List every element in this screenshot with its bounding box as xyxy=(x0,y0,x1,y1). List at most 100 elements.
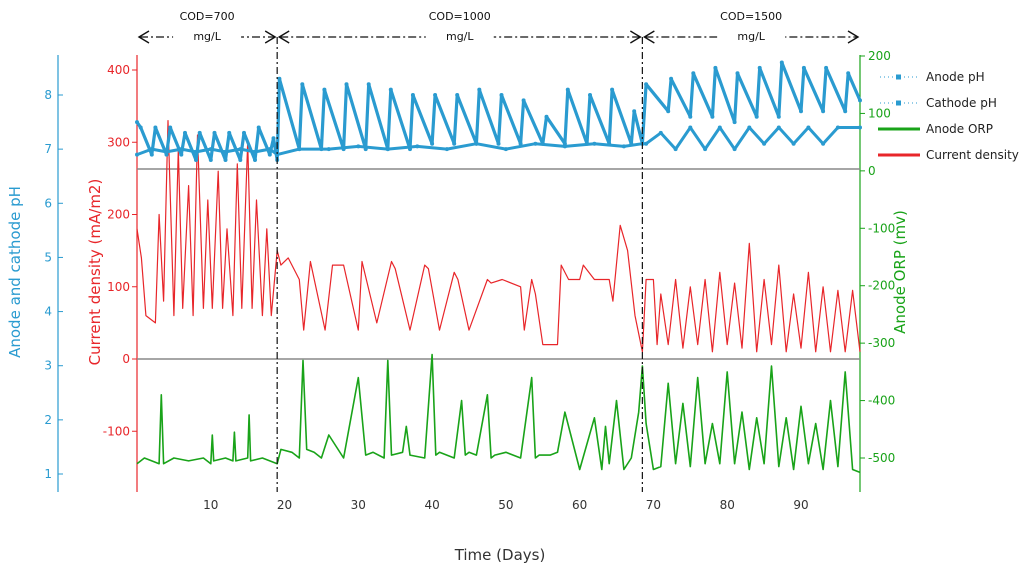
current-density-series xyxy=(136,119,861,353)
orp-axis-ticks: -500 -400 -300 -200 -100 0 100 200 xyxy=(860,49,895,465)
anode-ph-point xyxy=(297,147,302,152)
anode-ph-point xyxy=(824,65,829,70)
anode-ph-point xyxy=(858,98,862,103)
cathode-ph-point xyxy=(135,152,139,157)
anode-ph-point xyxy=(277,76,282,81)
anode-ph-point xyxy=(319,147,324,152)
anode-ph-point xyxy=(710,114,715,119)
anode-ph-point xyxy=(610,87,615,92)
anode-ph-point xyxy=(183,130,187,135)
orp-axis: -500 -400 -300 -200 -100 0 100 200 Anode ORP (m… xyxy=(859,49,909,492)
current-axis: -100 0 100 200 300 400 Current density (mA/m2… xyxy=(86,55,138,492)
anode-ph-point xyxy=(757,65,762,70)
anode-ph-point xyxy=(430,141,435,146)
anode-ph-point xyxy=(410,93,415,97)
ph-tick-label: 6 xyxy=(44,196,52,210)
cathode-ph-point xyxy=(658,130,663,135)
anode-ph-point xyxy=(363,147,368,152)
anode-ph-point xyxy=(208,158,213,162)
cathode-ph-point xyxy=(592,141,597,146)
anode-ph-point xyxy=(253,158,257,162)
x-tick-label: 60 xyxy=(572,498,587,512)
x-axis-ticks: 10 20 30 40 50 60 70 80 90 xyxy=(203,498,808,512)
period-label: COD=1500 xyxy=(720,10,782,23)
anode-ph-point xyxy=(477,87,482,92)
period-label-bg xyxy=(717,6,786,46)
ph-axis-title: Anode and cathode pH xyxy=(6,186,24,358)
period-annotations: COD=700 mg/L COD=1000 mg/L COD=1500 mg/L xyxy=(137,6,860,492)
period-annotation: COD=700 mg/L xyxy=(137,6,277,46)
cathode-ph-point xyxy=(762,141,767,146)
period-label: COD=700 xyxy=(180,10,235,23)
x-axis-title: Time (Days) xyxy=(454,546,546,564)
legend-item-current-density: Current density xyxy=(878,148,1019,162)
ph-tick-label: 5 xyxy=(44,250,52,264)
arrow-left-head xyxy=(137,30,150,44)
current-density-line xyxy=(136,119,861,353)
cathode-ph-point xyxy=(858,125,862,130)
anode-ph-point xyxy=(518,141,523,146)
anode-ph-point xyxy=(540,141,545,146)
anode-ph-point xyxy=(153,125,158,130)
x-tick-label: 20 xyxy=(277,498,292,512)
x-axis: 10 20 30 40 50 60 70 80 90 Time (Days) xyxy=(203,498,808,564)
anode-ph-point xyxy=(433,93,438,97)
series-layer xyxy=(135,60,862,474)
cathode-ph-point xyxy=(732,147,737,152)
anode-ph-point xyxy=(713,65,718,70)
period-label: COD=1000 xyxy=(429,10,491,23)
legend-marker xyxy=(896,74,901,80)
ph-tick-label: 3 xyxy=(44,359,52,373)
cathode-ph-point xyxy=(688,125,693,130)
period-unit-label: mg/L xyxy=(193,30,221,43)
period-label-bg xyxy=(425,6,494,46)
anode-ph-point xyxy=(732,120,737,125)
legend-label: Current density xyxy=(926,148,1019,162)
current-axis-ticks: -100 0 100 200 300 400 xyxy=(103,63,137,438)
anode-ph-point xyxy=(212,130,217,135)
anode-ph-point xyxy=(544,114,549,119)
anode-ph-point xyxy=(194,158,198,162)
ph-tick-label: 7 xyxy=(44,142,52,156)
current-tick-label: 0 xyxy=(122,352,130,366)
anode-ph-point xyxy=(735,71,740,76)
anode-ph-point xyxy=(565,87,570,92)
anode-ph-point xyxy=(149,152,154,157)
anode-ph-point xyxy=(846,71,851,76)
anode-ph-point xyxy=(585,141,589,146)
legend-item-anode-orp: Anode ORP xyxy=(878,122,993,136)
cathode-ph-point xyxy=(791,141,796,146)
anode-ph-point xyxy=(688,114,693,119)
anode-ph-point xyxy=(588,93,592,97)
anode-ph-series xyxy=(135,60,862,162)
anode-ph-point xyxy=(666,109,671,114)
period-unit-label: mg/L xyxy=(737,30,765,43)
anode-ph-point xyxy=(138,125,143,130)
anode-ph-point xyxy=(408,147,412,152)
period-annotation: COD=1000 mg/L xyxy=(276,6,642,492)
anode-ph-point xyxy=(691,71,696,76)
ph-tick-label: 2 xyxy=(44,413,52,427)
legend-label: Cathode pH xyxy=(926,96,997,110)
cathode-ph-point xyxy=(835,125,840,130)
x-tick-label: 30 xyxy=(351,498,366,512)
orp-tick-label: -400 xyxy=(868,394,895,408)
anode-ph-point xyxy=(168,125,173,130)
orp-tick-label: 100 xyxy=(868,106,891,120)
anode-ph-point xyxy=(644,82,649,87)
anode-ph-point xyxy=(388,87,393,92)
anode-orp-line xyxy=(136,353,861,474)
period-unit-label: mg/L xyxy=(446,30,474,43)
cathode-ph-point xyxy=(326,147,331,152)
anode-ph-point xyxy=(821,109,826,114)
x-tick-label: 90 xyxy=(793,498,808,512)
anode-ph-point xyxy=(779,60,784,65)
arrow-right-head xyxy=(847,30,860,44)
arrow-left-head xyxy=(277,30,290,44)
x-tick-label: 50 xyxy=(498,498,513,512)
anode-ph-point xyxy=(164,152,169,157)
legend-marker xyxy=(896,100,901,106)
ph-tick-label: 1 xyxy=(44,467,52,481)
